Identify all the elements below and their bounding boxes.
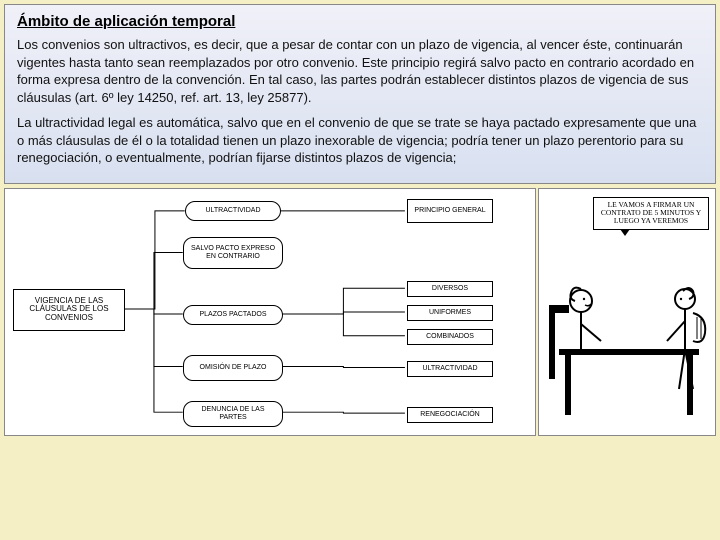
flowchart-node-root: VIGENCIA DE LAS CLÁUSULAS DE LOS CONVENI…: [13, 289, 125, 331]
bottom-area: VIGENCIA DE LAS CLÁUSULAS DE LOS CONVENI…: [4, 188, 716, 436]
flowchart-node-principio: PRINCIPIO GENERAL: [407, 199, 493, 223]
flowchart-node-uniformes: UNIFORMES: [407, 305, 493, 321]
paragraph-1: Los convenios son ultractivos, es decir,…: [17, 36, 703, 106]
flowchart-node-omision: OMISIÓN DE PLAZO: [183, 355, 283, 381]
cartoon-drawing: [539, 189, 716, 436]
flowchart-node-diversos: DIVERSOS: [407, 281, 493, 297]
flowchart-node-ultra2: ULTRACTIVIDAD: [407, 361, 493, 377]
flowchart-node-ultra: ULTRACTIVIDAD: [185, 201, 281, 221]
text-panel: Ámbito de aplicación temporal Los conven…: [4, 4, 716, 184]
paragraph-2: La ultractividad legal es automática, sa…: [17, 114, 703, 167]
flowchart-node-plazos: PLAZOS PACTADOS: [183, 305, 283, 325]
cartoon-panel: LE VAMOS A FIRMAR UN CONTRATO DE 5 MINUT…: [538, 188, 716, 436]
flowchart-node-reneg: RENEGOCIACIÓN: [407, 407, 493, 423]
section-heading: Ámbito de aplicación temporal: [17, 13, 703, 30]
flowchart-node-salvo: SALVO PACTO EXPRESO EN CONTRARIO: [183, 237, 283, 269]
flowchart-panel: VIGENCIA DE LAS CLÁUSULAS DE LOS CONVENI…: [4, 188, 536, 436]
flowchart-node-combinados: COMBINADOS: [407, 329, 493, 345]
flowchart-node-denuncia: DENUNCIA DE LAS PARTES: [183, 401, 283, 427]
